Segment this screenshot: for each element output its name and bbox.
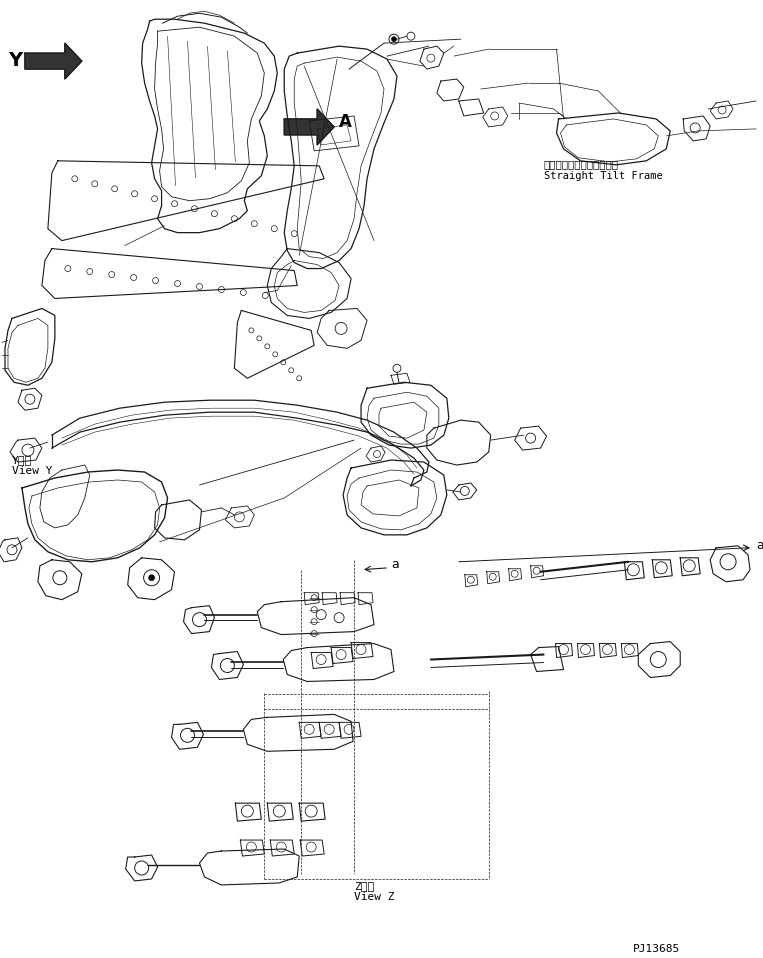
Text: Straight Tilt Frame: Straight Tilt Frame [543, 171, 662, 181]
Text: a: a [756, 539, 763, 553]
Circle shape [149, 575, 155, 581]
Text: View Z: View Z [354, 892, 394, 901]
Text: Y: Y [8, 51, 22, 70]
Polygon shape [285, 109, 334, 145]
Polygon shape [25, 43, 82, 80]
Text: Z　視: Z 視 [354, 881, 375, 891]
Text: ストレートチルトフレーム: ストレートチルトフレーム [543, 159, 619, 169]
Text: View Y: View Y [12, 466, 53, 476]
Text: A: A [339, 113, 352, 131]
Text: PJ13685: PJ13685 [633, 944, 681, 954]
Text: a: a [391, 559, 399, 571]
Text: Y　視: Y 視 [12, 455, 32, 465]
Circle shape [391, 36, 397, 41]
